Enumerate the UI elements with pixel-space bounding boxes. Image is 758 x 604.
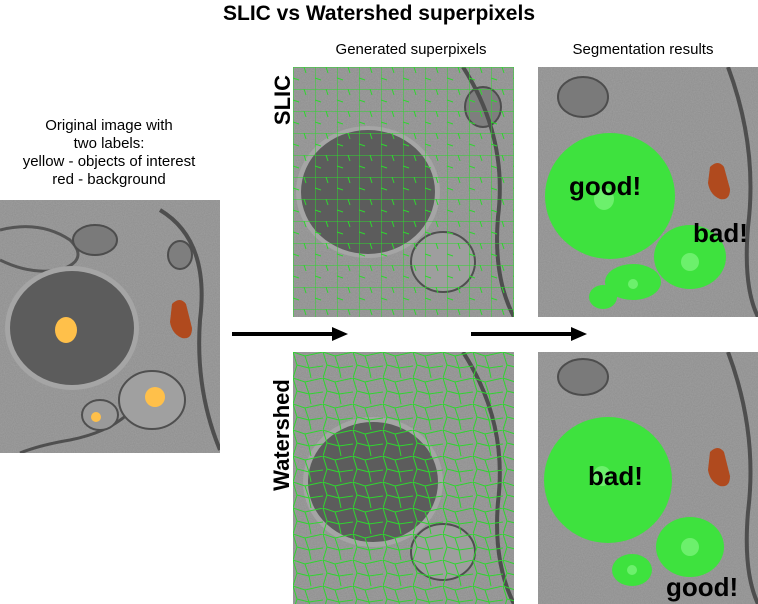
slic-bad-verdict: bad! (693, 218, 748, 248)
original-image-panel (0, 200, 220, 453)
original-image-caption: Original image with two labels: yellow -… (0, 117, 218, 189)
row-label-watershed: Watershed (269, 379, 294, 491)
arrow-to-segmentation (471, 327, 587, 341)
caption-line-4: red - background (52, 171, 166, 188)
figure-title: SLIC vs Watershed superpixels (223, 2, 535, 25)
watershed-superpixels-panel (293, 352, 514, 604)
header-generated-superpixels: Generated superpixels (335, 41, 487, 58)
slic-good-verdict: good! (569, 171, 642, 201)
caption-line-3: yellow - objects of interest (22, 153, 196, 170)
header-segmentation-results: Segmentation results (572, 41, 714, 58)
watershed-result-panel (538, 352, 758, 604)
slic-result-panel (538, 67, 758, 317)
original-microscopy-image (0, 200, 220, 453)
caption-line-1: Original image with (45, 117, 173, 134)
watershed-bad-verdict: bad! (588, 461, 643, 491)
caption-line-2: two labels: (73, 135, 145, 152)
watershed-segmentation-image (538, 352, 758, 604)
watershed-superpixel-image (293, 352, 514, 604)
slic-segmentation-image (538, 67, 758, 317)
arrow-to-superpixels (232, 327, 348, 341)
watershed-good-verdict: good! (666, 572, 739, 602)
slic-superpixel-image (293, 67, 514, 317)
slic-superpixels-panel (293, 67, 514, 317)
